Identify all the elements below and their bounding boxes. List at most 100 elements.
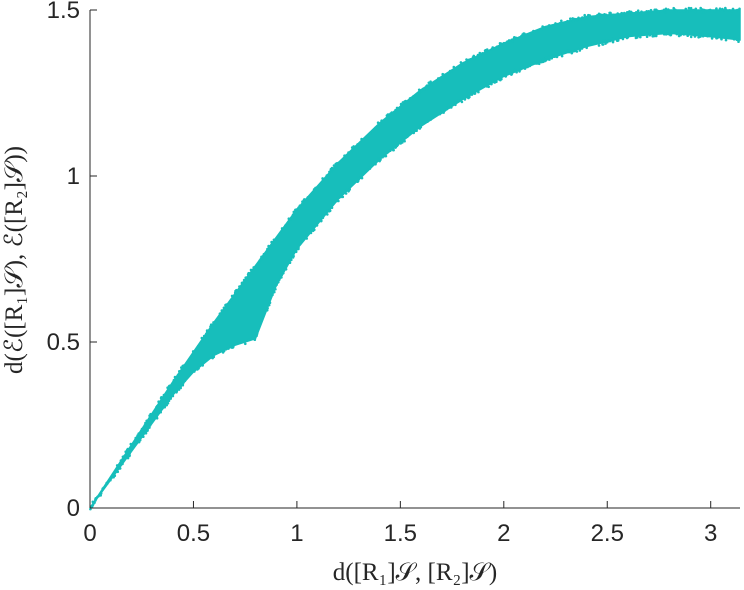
data-point — [645, 11, 648, 15]
data-point — [176, 374, 180, 377]
data-point — [302, 198, 306, 202]
data-point — [328, 170, 331, 174]
data-point — [376, 121, 380, 124]
data-point — [171, 394, 175, 398]
data-point — [628, 34, 632, 37]
data-point — [701, 32, 704, 36]
data-point — [560, 19, 563, 23]
data-point — [558, 21, 562, 25]
data-point — [245, 276, 248, 279]
data-point — [224, 347, 228, 351]
data-point — [347, 188, 351, 192]
y-tick-label: 1 — [67, 163, 80, 190]
data-point — [191, 350, 195, 353]
data-point — [513, 68, 516, 72]
data-point — [654, 34, 658, 38]
data-point — [165, 403, 168, 407]
data-point — [412, 131, 416, 135]
data-point — [265, 309, 269, 312]
data-point — [295, 248, 298, 251]
data-point — [678, 9, 682, 13]
data-point — [270, 240, 273, 244]
data-point — [593, 41, 596, 45]
data-point — [738, 7, 741, 11]
data-point — [335, 163, 338, 167]
data-point — [298, 206, 302, 209]
data-point — [253, 266, 257, 269]
data-point — [189, 371, 193, 375]
data-point — [374, 126, 377, 129]
data-point — [465, 58, 468, 61]
data-point — [244, 342, 247, 346]
x-axis-label: d([R₁]𝒮, [R₂]𝒮) — [333, 559, 497, 586]
data-point — [684, 31, 688, 34]
data-point — [571, 19, 575, 23]
data-point — [212, 353, 215, 357]
data-point — [313, 189, 316, 193]
data-point — [620, 11, 623, 15]
data-point — [593, 15, 596, 19]
data-point — [561, 22, 565, 26]
data-point — [181, 366, 185, 370]
data-point — [221, 351, 225, 354]
data-point — [495, 45, 499, 48]
data-point — [601, 43, 604, 46]
data-point — [437, 77, 440, 80]
data-point — [200, 336, 204, 340]
data-point — [597, 40, 600, 43]
data-point — [571, 17, 574, 20]
data-point — [238, 285, 241, 288]
data-point — [284, 224, 287, 227]
y-tick-label: 0 — [67, 495, 80, 522]
data-point — [305, 233, 309, 237]
data-point — [96, 495, 99, 499]
data-point — [306, 196, 310, 199]
data-point — [737, 40, 740, 43]
data-point — [310, 228, 314, 231]
data-point — [713, 9, 717, 13]
data-point — [724, 38, 728, 42]
data-point — [229, 345, 232, 348]
data-point — [645, 35, 649, 38]
data-point — [222, 306, 226, 310]
data-point — [392, 148, 395, 152]
data-point — [397, 107, 401, 110]
data-point — [621, 14, 625, 17]
data-point — [330, 206, 334, 210]
data-point — [694, 7, 698, 11]
data-point — [247, 271, 251, 275]
data-point — [420, 89, 424, 92]
data-point — [395, 144, 399, 148]
data-point — [241, 281, 244, 285]
data-point — [204, 332, 208, 336]
data-point — [148, 426, 151, 429]
data-point — [169, 395, 172, 398]
data-point — [175, 391, 178, 394]
data-point — [143, 431, 147, 435]
data-point — [555, 55, 559, 59]
data-point — [666, 32, 670, 35]
data-point — [345, 188, 348, 192]
data-point — [569, 17, 572, 21]
data-point — [268, 301, 272, 305]
data-point — [142, 435, 145, 439]
data-point — [527, 33, 531, 36]
series-points-0 — [89, 6, 741, 511]
data-point — [539, 58, 542, 62]
data-point — [129, 442, 133, 446]
data-point — [519, 68, 522, 71]
data-point — [145, 419, 148, 423]
data-point — [506, 40, 509, 43]
data-point — [531, 32, 534, 35]
data-point — [485, 85, 489, 88]
data-point — [452, 65, 456, 69]
data-point — [180, 382, 183, 386]
data-point — [381, 155, 384, 159]
data-point — [669, 33, 672, 37]
data-point — [101, 487, 104, 491]
data-point — [634, 11, 638, 14]
data-point — [538, 61, 541, 64]
data-point — [524, 66, 527, 69]
data-point — [128, 453, 131, 457]
data-point — [331, 202, 334, 206]
